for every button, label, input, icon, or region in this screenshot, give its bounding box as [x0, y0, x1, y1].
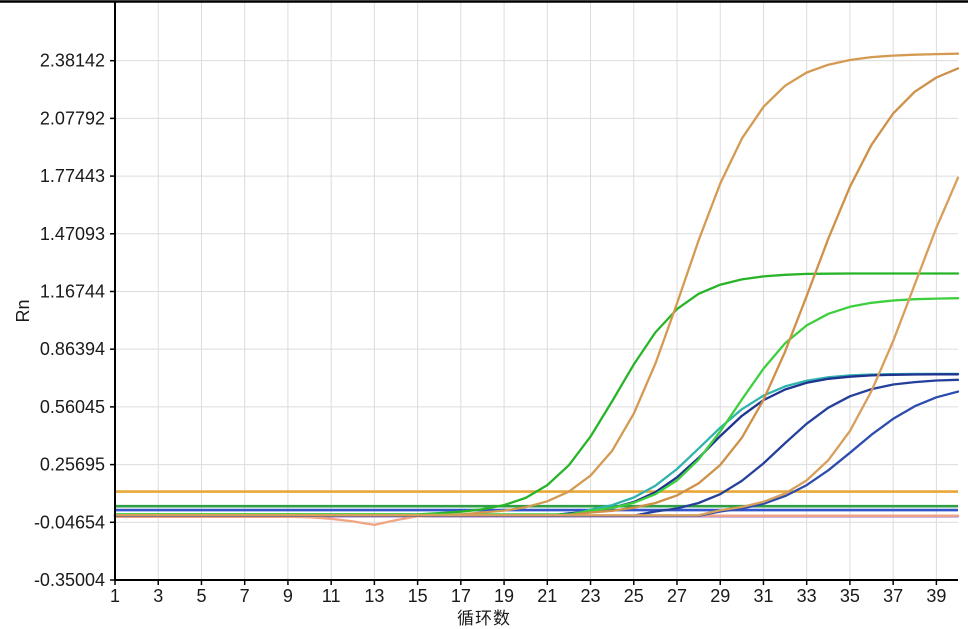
series-orange-1	[113, 52, 960, 517]
series-navy-2	[113, 378, 960, 517]
x-tick-label: 31	[753, 586, 773, 606]
y-tick-label: 0.25695	[40, 455, 105, 475]
x-tick-label: 17	[451, 586, 471, 606]
series-green-1	[113, 272, 960, 516]
x-tick-label: 33	[797, 586, 817, 606]
x-tick-label: 39	[926, 586, 946, 606]
x-tick-label: 7	[240, 586, 250, 606]
series-orange-3	[113, 176, 960, 517]
x-tick-label: 19	[494, 586, 514, 606]
y-tick-label: 0.56045	[40, 397, 105, 417]
x-tick-label: 35	[840, 586, 860, 606]
x-tick-label: 29	[710, 586, 730, 606]
x-tick-label: 15	[408, 586, 428, 606]
x-axis-title: 循环数	[457, 609, 511, 628]
x-tick-label: 5	[196, 586, 206, 606]
x-tick-label: 23	[581, 586, 601, 606]
series-navy-1	[113, 373, 960, 517]
y-tick-label: 1.47093	[40, 224, 105, 244]
series-navy-3	[113, 390, 960, 517]
y-tick-label: 1.77443	[40, 166, 105, 186]
x-tick-label: 27	[667, 586, 687, 606]
y-tick-label: -0.35004	[34, 570, 105, 590]
x-tick-label: 21	[537, 586, 557, 606]
y-tick-label: 2.07792	[40, 108, 105, 128]
y-tick-label: 1.16744	[40, 281, 105, 301]
y-axis-title: Rn	[13, 299, 33, 323]
x-tick-label: 13	[364, 586, 384, 606]
y-tick-label: 2.38142	[40, 51, 105, 71]
x-tick-label: 25	[624, 586, 644, 606]
x-tick-label: 37	[883, 586, 903, 606]
y-tick-label: -0.04654	[34, 512, 105, 532]
y-tick-label: 0.86394	[40, 339, 105, 359]
x-tick-label: 3	[153, 586, 163, 606]
series-teal-1	[113, 372, 960, 517]
x-tick-label: 11	[322, 586, 341, 606]
x-tick-label: 1	[110, 586, 120, 606]
x-tick-label: 9	[283, 586, 293, 606]
